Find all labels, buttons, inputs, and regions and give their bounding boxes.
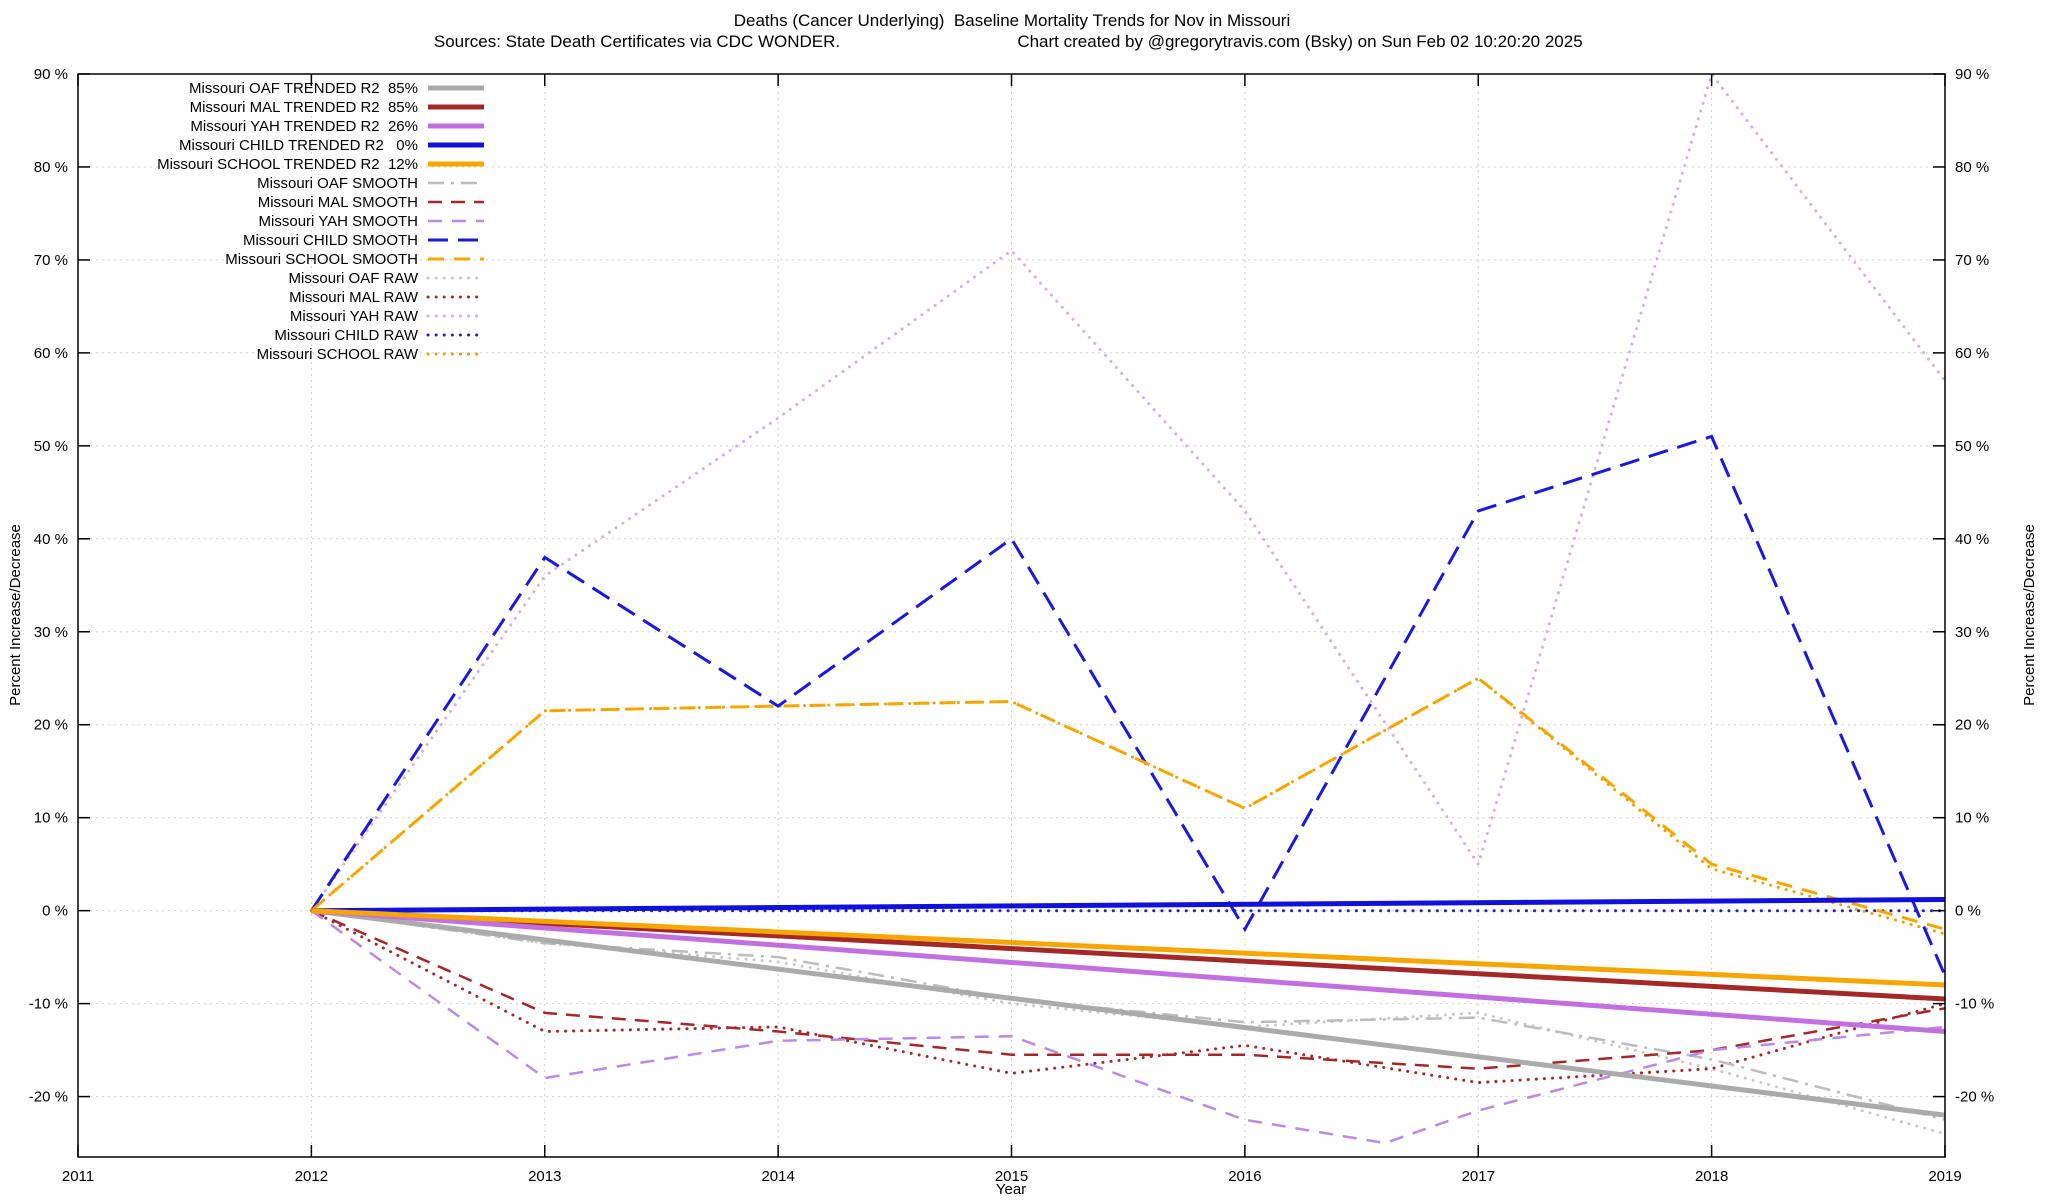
x-tick-label: 2019 [1928,1168,1961,1185]
series-line-school-smooth [310,676,1946,931]
x-tick-label: 2012 [295,1168,328,1185]
y-tick-label-left: 10 % [34,810,68,827]
y-tick-label-left: 80 % [34,159,68,176]
y-tick-label-left: 50 % [34,438,68,455]
series-line-child-trended [311,897,1946,914]
chart-title: Deaths (Cancer Underlying) Baseline Mort… [734,11,1290,30]
y-tick-label-right: 90 % [1955,66,1989,83]
y-tick-label-right: -10 % [1955,996,1994,1013]
chart-dynamic-layer: 2011 2012 2013 2014 2015 2016 2017 2018 2019 -20 … [29,66,1994,1185]
chart-sources: Sources: State Death Certificates via CD… [434,32,840,51]
series-line-yah-raw [309,70,1947,913]
y-tick-label-left: 20 % [34,717,68,734]
y-tick-label-left: 90 % [34,66,68,83]
series-line-oaf-raw [309,909,1947,1136]
legend-label-yah-raw: Missouri YAH RAW [290,308,419,325]
x-tick-label: 2011 [62,1168,94,1185]
series-line-mal-smooth [310,909,1946,1070]
legend-label-mal-trended: Missouri MAL TRENDED R2 85% [190,99,418,116]
y-tick-label-right: 10 % [1955,810,1989,827]
legend-label-school-trended: Missouri SCHOOL TRENDED R2 12% [157,156,418,173]
legend-label-school-smooth: Missouri SCHOOL SMOOTH [225,251,418,268]
legend-label-child-smooth: Missouri CHILD SMOOTH [243,232,418,249]
legend-label-yah-trended: Missouri YAH TRENDED R2 26% [190,118,418,135]
x-tick-label: 2017 [1462,1168,1495,1185]
y-tick-label-left: 30 % [34,624,68,641]
series-line-yah-trended [311,908,1946,1034]
y-axis-label-right: Percent Increase/Decrease [2021,524,2038,706]
series-line-school-trended [311,908,1946,988]
series-line-child-smooth [310,434,1947,977]
y-tick-label-right: 70 % [1955,252,1989,269]
y-tick-label-right: 60 % [1955,345,1989,362]
chart-credit: Chart created by @gregorytravis.com (Bsk… [1017,32,1582,51]
y-tick-label-right: 40 % [1955,531,1989,548]
series-line-school-raw [309,676,1947,936]
legend-label-yah-smooth: Missouri YAH SMOOTH [259,213,418,230]
x-tick-label: 2016 [1228,1168,1261,1185]
y-tick-label-right: 50 % [1955,438,1989,455]
y-tick-label-left: 40 % [34,531,68,548]
y-tick-label-left: -10 % [29,996,68,1013]
y-tick-label-right: 80 % [1955,159,1989,176]
y-tick-label-right: 20 % [1955,717,1989,734]
legend-label-child-trended: Missouri CHILD TRENDED R2 0% [179,137,418,154]
series-line-yah-smooth [310,909,1946,1145]
x-tick-label: 2013 [528,1168,561,1185]
y-axis-label-left: Percent Increase/Decrease [7,524,24,706]
legend-label-oaf-trended: Missouri OAF TRENDED R2 85% [189,80,418,97]
series-line-oaf-trended [311,908,1946,1118]
y-tick-label-right: 0 % [1955,903,1981,920]
series-line-mal-raw [309,909,1947,1085]
y-tick-label-right: 30 % [1955,624,1989,641]
legend-label-child-raw: Missouri CHILD RAW [274,327,418,344]
legend-label-oaf-smooth: Missouri OAF SMOOTH [257,175,418,192]
legend-label-school-raw: Missouri SCHOOL RAW [257,346,419,363]
y-tick-label-left: 60 % [34,345,68,362]
x-tick-label: 2018 [1695,1168,1728,1185]
y-tick-label-left: 0 % [42,903,68,920]
x-axis-label: Year [996,1181,1026,1198]
x-tick-label: 2014 [761,1168,794,1185]
legend-label-mal-raw: Missouri MAL RAW [289,289,419,306]
y-tick-label-left: -20 % [29,1089,68,1106]
legend-label-mal-smooth: Missouri MAL SMOOTH [258,194,418,211]
legend-label-oaf-raw: Missouri OAF RAW [289,270,419,287]
y-tick-label-right: -20 % [1955,1089,1994,1106]
y-tick-label-left: 70 % [34,252,68,269]
x-tick-label: 2015 [995,1168,1028,1185]
